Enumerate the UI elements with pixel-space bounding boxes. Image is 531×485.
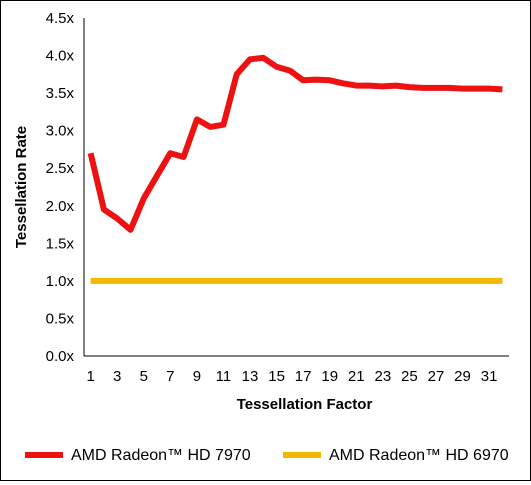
x-tick-label: 3 [113,368,121,385]
x-tick-label: 11 [216,368,232,385]
x-axis-title: Tessellation Factor [237,396,373,413]
x-tick-label: 5 [140,368,148,385]
y-tick-label: 3.5x [46,85,75,102]
x-tick-label: 27 [428,368,445,385]
x-tick-label: 19 [321,368,338,385]
series-line-hd7970 [87,54,503,233]
y-tick-label: 0.5x [46,310,75,327]
x-axis-ticks: 1 3 5 7 9 11 13 15 17 19 21 23 25 27 29 31 [86,368,497,385]
y-tick-label: 0.0x [46,348,75,365]
y-tick-label: 4.5x [46,10,75,27]
y-axis-ticks: 0.0x 0.5x 1.0x 1.5x 2.0x 2.5x 3.0x 3.5x 4.0x 4.5x [46,10,75,365]
x-tick-label: 23 [374,368,391,385]
y-tick-label: 1.5x [46,235,75,252]
legend-item-hd6970: AMD Radeon™ HD 6970 [283,447,509,464]
legend: AMD Radeon™ HD 7970 AMD Radeon™ HD 6970 [25,447,509,464]
y-tick-label: 2.5x [46,160,75,177]
x-tick-label: 7 [166,368,174,385]
x-tick-label: 31 [481,368,498,385]
legend-label-hd6970: AMD Radeon™ HD 6970 [329,447,509,464]
y-tick-label: 1.0x [46,273,75,290]
plot-axes [83,18,509,357]
series-lines [87,54,503,284]
legend-item-hd7970: AMD Radeon™ HD 7970 [25,447,251,464]
y-tick-label: 3.0x [46,123,75,140]
x-tick-label: 29 [454,368,471,385]
y-axis-title: Tessellation Rate [13,126,30,248]
x-tick-label: 13 [242,368,259,385]
x-tick-label: 21 [348,368,365,385]
x-tick-label: 17 [295,368,312,385]
legend-label-hd7970: AMD Radeon™ HD 7970 [71,447,251,464]
y-tick-label: 2.0x [46,198,75,215]
x-tick-label: 1 [86,368,94,385]
x-tick-label: 15 [268,368,285,385]
x-tick-label: 25 [401,368,418,385]
y-tick-label: 4.0x [46,48,75,65]
x-tick-label: 9 [193,368,201,385]
